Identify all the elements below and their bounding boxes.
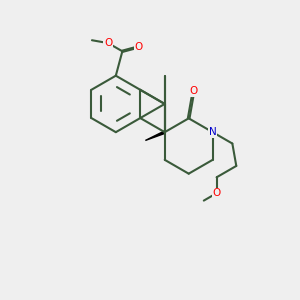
Text: O: O xyxy=(104,38,112,48)
Text: O: O xyxy=(212,188,221,198)
Text: N: N xyxy=(209,127,217,137)
Text: O: O xyxy=(189,86,198,96)
Text: O: O xyxy=(134,42,142,52)
Polygon shape xyxy=(146,131,165,140)
